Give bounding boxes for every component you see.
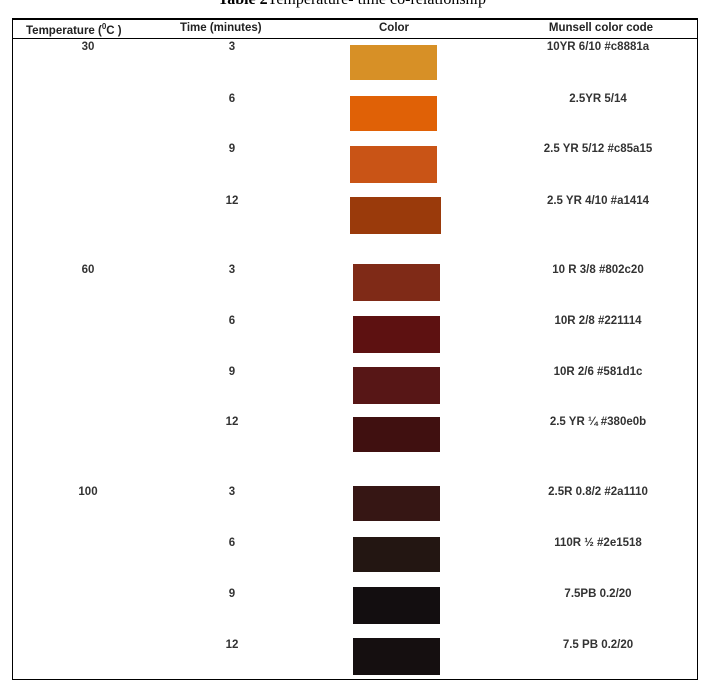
color-swatch — [350, 197, 441, 234]
table-frame — [12, 18, 698, 680]
color-swatch — [350, 146, 437, 183]
cell-munsell-code: 2.5YR 5/14 — [569, 93, 627, 105]
cell-time: 9 — [228, 366, 236, 378]
cell-temperature: 60 — [81, 264, 95, 276]
color-swatch — [353, 587, 440, 624]
header-time: Time (minutes) — [180, 22, 262, 34]
cell-time: 3 — [228, 486, 236, 498]
cell-munsell-code: 10 R 3/8 #802c20 — [552, 264, 644, 276]
cell-time: 3 — [228, 41, 236, 53]
table-caption: Table 2Temperature- time co-relationship — [0, 0, 704, 9]
color-swatch — [353, 417, 440, 452]
cell-munsell-code: 2.5 YR 4/10 #a1414 — [546, 195, 650, 207]
cell-munsell-code: 110R ½ #2e1518 — [554, 537, 642, 549]
cell-time: 6 — [228, 537, 236, 549]
caption-text: Temperature- time co-relationship — [268, 0, 486, 8]
cell-munsell-code: 2.5 YR 5/12 #c85a15 — [543, 143, 653, 155]
color-swatch — [353, 638, 440, 675]
cell-time: 12 — [225, 639, 239, 651]
header-rule — [12, 38, 698, 39]
cell-munsell-code: 10R 2/6 #581d1c — [553, 366, 643, 378]
cell-time: 12 — [225, 416, 239, 428]
cell-time: 12 — [225, 195, 239, 207]
cell-time: 9 — [228, 588, 236, 600]
cell-munsell-code: 2.5R 0.8/2 #2a1110 — [548, 486, 648, 498]
cell-time: 6 — [228, 93, 236, 105]
cell-munsell-code: 7.5PB 0.2/20 — [564, 588, 632, 600]
header-color: Color — [378, 22, 410, 34]
color-swatch — [353, 537, 440, 572]
cell-temperature: 30 — [81, 41, 95, 53]
cell-munsell-code: 10R 2/8 #221114 — [554, 315, 642, 327]
color-swatch — [353, 316, 440, 353]
cell-munsell-code: 2.5 YR ¼ #380e0b — [549, 416, 647, 428]
color-swatch — [353, 264, 440, 301]
cell-munsell-code: 7.5 PB 0.2/20 — [562, 639, 634, 651]
cell-time: 6 — [228, 315, 236, 327]
cell-time: 9 — [228, 143, 236, 155]
cell-munsell-code: 10YR 6/10 #c8881a — [546, 41, 650, 53]
color-swatch — [353, 486, 440, 521]
color-swatch — [350, 96, 437, 131]
cell-temperature: 100 — [78, 486, 98, 498]
cell-time: 3 — [228, 264, 236, 276]
color-swatch — [353, 367, 440, 404]
header-temperature: Temperature (0C ) — [26, 22, 122, 37]
table-top-rule — [12, 18, 698, 20]
caption-label: Table 2 — [218, 0, 268, 8]
color-swatch — [350, 45, 437, 80]
header-munsell: Munsell color code — [548, 22, 654, 34]
